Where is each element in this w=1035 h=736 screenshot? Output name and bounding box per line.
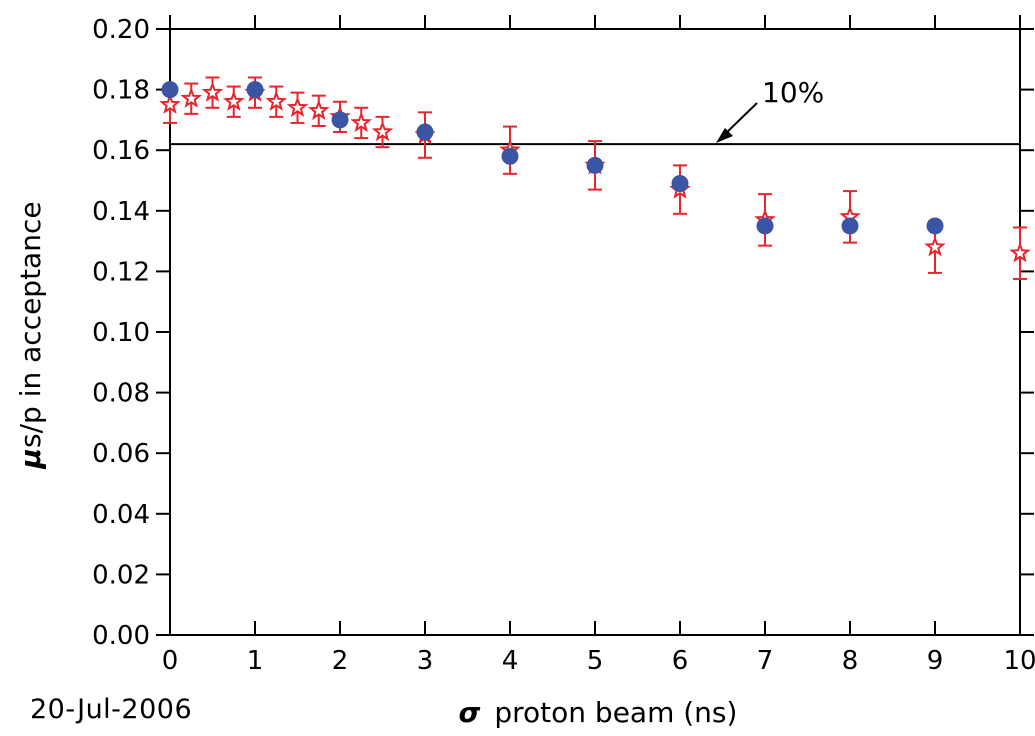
date-stamp: 20-Jul-2006 [30, 694, 193, 725]
y-tick-label: 0.00 [92, 621, 150, 651]
y-tick-label: 0.08 [92, 379, 150, 409]
annotation-arrowhead [716, 128, 733, 143]
star-point [159, 93, 181, 114]
x-tick-label: 2 [332, 646, 349, 676]
y-tick-label: 0.18 [92, 76, 150, 106]
y-tick-label: 0.10 [92, 318, 150, 348]
circle-point [246, 81, 264, 99]
x-tick-label: 0 [162, 646, 179, 676]
y-tick-label: 0.12 [92, 257, 150, 287]
y-tick-label: 0.02 [92, 560, 150, 590]
x-tick-label: 6 [672, 646, 689, 676]
star-point [350, 111, 373, 133]
circle-point [671, 175, 689, 193]
annotation-label: 10% [762, 76, 824, 109]
y-axis-symbol: μ [14, 448, 47, 470]
star-point [924, 235, 946, 257]
star-point [180, 87, 203, 108]
circle-point [586, 156, 604, 174]
circle-point [331, 111, 349, 129]
tick-labels: 0 1 2 3 4 5 6 7 8 9 10 0.00 0.02 0.04 0.06 0.08 0.10 0.12… [92, 15, 1035, 676]
x-tick-label: 4 [502, 646, 519, 676]
star-point [371, 120, 394, 142]
y-tick-label: 0.20 [92, 15, 150, 45]
axis-ticks [156, 15, 1034, 636]
x-axis-symbol: σ [459, 696, 481, 729]
x-tick-label: 9 [927, 646, 944, 676]
x-tick-label: 7 [757, 646, 774, 676]
x-tick-label: 1 [247, 646, 264, 676]
circle-point [416, 123, 434, 141]
y-tick-label: 0.06 [92, 439, 150, 469]
y-axis-title: μs/p in acceptance [14, 201, 47, 469]
x-axis-title: σ proton beam (ns) [459, 696, 738, 729]
x-tick-label: 3 [417, 646, 434, 676]
circle-point [841, 217, 859, 235]
star-point [201, 81, 224, 102]
circle-point [756, 217, 774, 235]
axis-titles: σ proton beam (ns) μs/p in acceptance [14, 201, 737, 729]
circle-point [501, 147, 519, 165]
star-point [222, 90, 245, 111]
y-tick-label: 0.16 [92, 136, 150, 166]
circle-series [161, 81, 944, 235]
x-tick-label: 10 [1003, 646, 1035, 676]
star-point [1009, 241, 1031, 263]
x-tick-label: 5 [587, 646, 604, 676]
y-tick-label: 0.04 [92, 500, 150, 530]
star-point [265, 90, 288, 111]
star-point [286, 96, 309, 117]
star-point [307, 99, 330, 120]
circle-point [161, 81, 179, 99]
circle-point [926, 217, 944, 235]
x-tick-label: 8 [842, 646, 859, 676]
y-tick-label: 0.14 [92, 197, 150, 227]
